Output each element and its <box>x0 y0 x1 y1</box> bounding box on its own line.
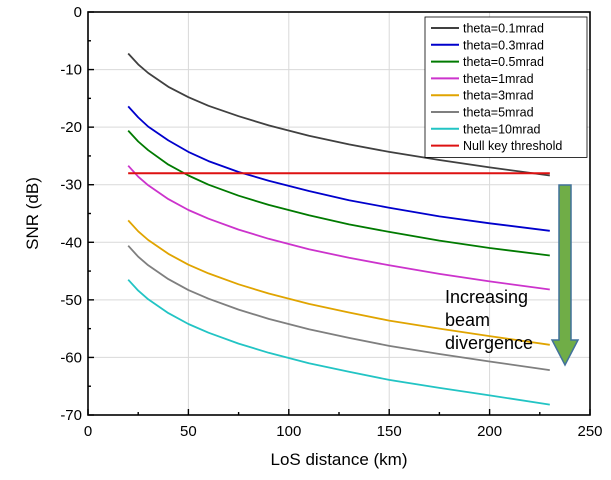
grid-layer <box>88 12 590 415</box>
annotation-text-line: beam <box>445 310 490 330</box>
x-tick-label: 250 <box>577 423 602 440</box>
legend-box <box>424 16 588 158</box>
series-line-theta-0-1mrad <box>127 52 550 177</box>
x-tick-label: 50 <box>180 423 197 440</box>
legend-label: Null key threshold <box>463 139 562 153</box>
legend-label: theta=0.3mrad <box>463 38 544 52</box>
y-tick-label: -70 <box>60 407 82 424</box>
annotation-text-line: Increasing <box>445 287 528 307</box>
y-tick-label: -60 <box>60 349 82 366</box>
y-tick-label: -40 <box>60 234 82 251</box>
legend: theta=0.1mrad theta=0.3mrad theta=0.5mrad t… <box>424 16 588 158</box>
legend-label: theta=10mrad <box>463 122 541 136</box>
tick-layer: 0 50 100 150 200 250 0 -10 -20 -30 -40 -50 -60 -70 <box>60 4 602 440</box>
y-tick-label: -20 <box>60 119 82 136</box>
series-line-theta-0-3mrad <box>127 105 550 232</box>
legend-label: theta=5mrad <box>463 106 534 120</box>
series-line-theta-0-5mrad <box>127 129 550 257</box>
y-tick-label: 0 <box>74 4 82 21</box>
legend-label: theta=0.1mrad <box>463 22 544 36</box>
y-tick-label: -30 <box>60 177 82 194</box>
y-tick-label: -50 <box>60 292 82 309</box>
series-line-theta-3mrad <box>127 219 550 346</box>
annotation-text-line: divergence <box>445 333 533 353</box>
legend-label: theta=3mrad <box>463 89 534 103</box>
annotation-layer: Increasing beam divergence <box>445 184 580 367</box>
y-tick-label: -10 <box>60 62 82 79</box>
x-axis-label: LoS distance (km) <box>271 450 408 469</box>
series-layer <box>127 52 550 406</box>
series-line-theta-10mrad <box>127 279 550 406</box>
series-line-theta-1mrad <box>127 165 550 291</box>
x-tick-label: 150 <box>377 423 402 440</box>
x-tick-label: 100 <box>276 423 301 440</box>
legend-label: theta=1mrad <box>463 72 534 86</box>
legend-label: theta=0.5mrad <box>463 55 544 69</box>
down-arrow-icon <box>550 184 580 367</box>
series-line-theta-5mrad <box>127 245 550 371</box>
x-tick-label: 200 <box>477 423 502 440</box>
y-axis-label: SNR (dB) <box>23 177 42 250</box>
x-tick-label: 0 <box>84 423 92 440</box>
